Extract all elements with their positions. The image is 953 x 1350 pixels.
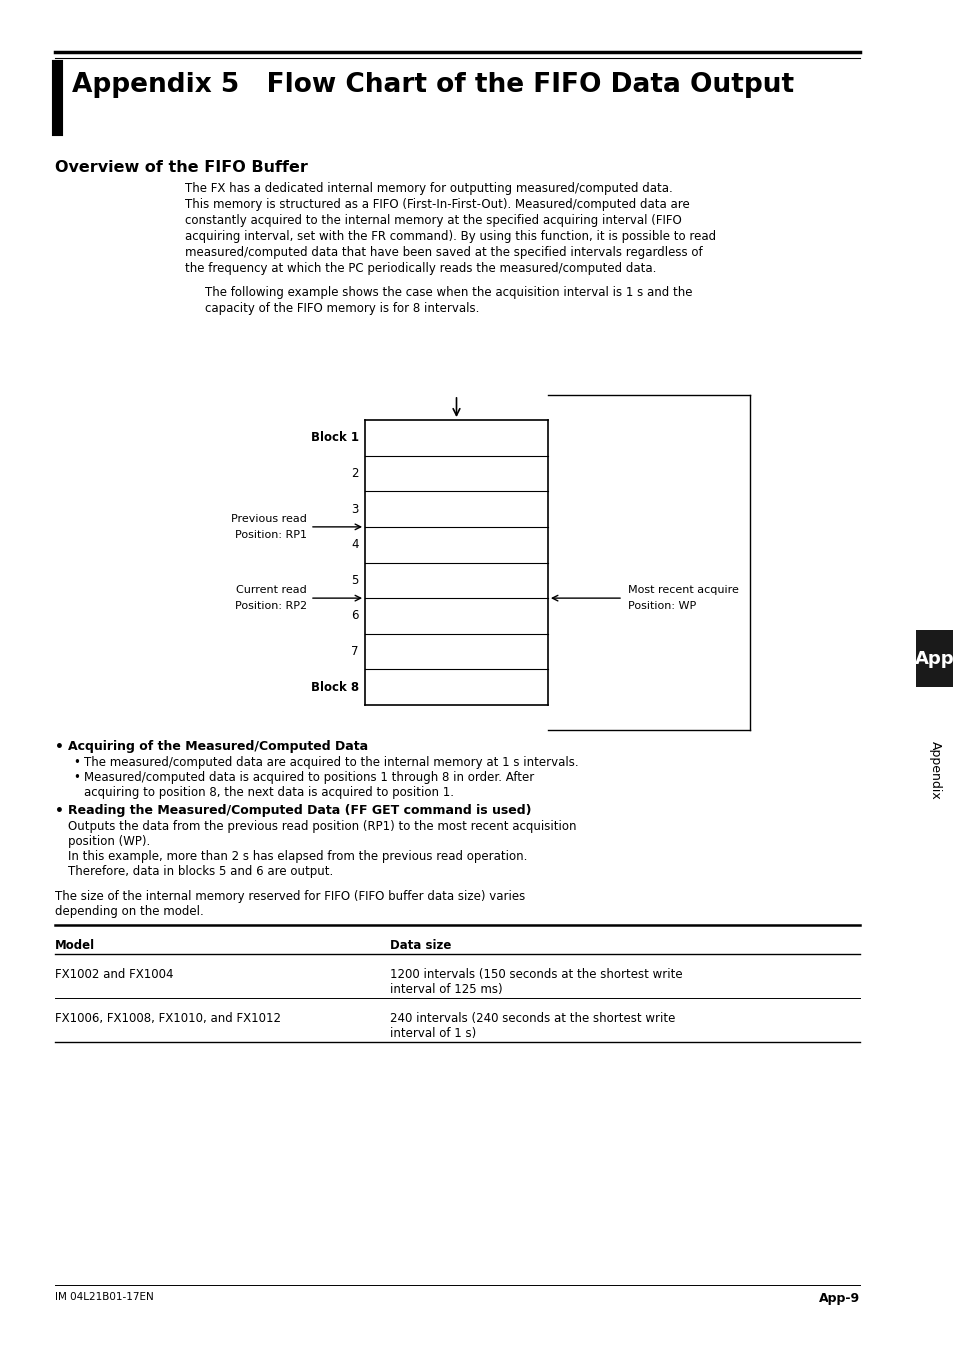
Text: In this example, more than 2 s has elapsed from the previous read operation.: In this example, more than 2 s has elaps… — [68, 850, 527, 863]
Text: Previous read: Previous read — [231, 514, 307, 524]
Text: measured/computed data that have been saved at the specified intervals regardles: measured/computed data that have been sa… — [185, 246, 702, 259]
Text: This memory is structured as a FIFO (First-In-First-Out). Measured/computed data: This memory is structured as a FIFO (Fir… — [185, 198, 689, 211]
Text: Current read: Current read — [236, 585, 307, 595]
Text: Position: RP1: Position: RP1 — [234, 531, 307, 540]
Bar — [915, 630, 953, 687]
Text: acquiring interval, set with the FR command). By using this function, it is poss: acquiring interval, set with the FR comm… — [185, 230, 716, 243]
Text: interval of 1 s): interval of 1 s) — [390, 1027, 476, 1040]
Text: Position: RP2: Position: RP2 — [234, 601, 307, 612]
Text: The FX has a dedicated internal memory for outputting measured/computed data.: The FX has a dedicated internal memory f… — [185, 182, 672, 194]
Text: Data size: Data size — [390, 940, 451, 952]
Text: FX1002 and FX1004: FX1002 and FX1004 — [55, 968, 173, 981]
Text: Therefore, data in blocks 5 and 6 are output.: Therefore, data in blocks 5 and 6 are ou… — [68, 865, 333, 878]
Text: The size of the internal memory reserved for FIFO (FIFO buffer data size) varies: The size of the internal memory reserved… — [55, 890, 525, 903]
Text: Measured/computed data is acquired to positions 1 through 8 in order. After: Measured/computed data is acquired to po… — [84, 771, 534, 784]
Text: •: • — [73, 756, 80, 770]
Text: Block 1: Block 1 — [311, 431, 358, 444]
Text: capacity of the FIFO memory is for 8 intervals.: capacity of the FIFO memory is for 8 int… — [205, 302, 478, 315]
Text: Reading the Measured/Computed Data (FF GET command is used): Reading the Measured/Computed Data (FF G… — [68, 805, 531, 817]
Text: •: • — [55, 805, 64, 818]
Text: Acquiring of the Measured/Computed Data: Acquiring of the Measured/Computed Data — [68, 740, 368, 753]
Text: constantly acquired to the internal memory at the specified acquiring interval (: constantly acquired to the internal memo… — [185, 215, 681, 227]
Text: App-9: App-9 — [818, 1292, 859, 1305]
Text: interval of 125 ms): interval of 125 ms) — [390, 983, 502, 996]
Text: The following example shows the case when the acquisition interval is 1 s and th: The following example shows the case whe… — [205, 286, 692, 298]
Text: Position: WP: Position: WP — [627, 601, 696, 612]
Text: Most recent acquire: Most recent acquire — [627, 585, 739, 595]
Text: FX1006, FX1008, FX1010, and FX1012: FX1006, FX1008, FX1010, and FX1012 — [55, 1012, 281, 1025]
Text: 1200 intervals (150 seconds at the shortest write: 1200 intervals (150 seconds at the short… — [390, 968, 682, 981]
Text: Outputs the data from the previous read position (RP1) to the most recent acquis: Outputs the data from the previous read … — [68, 819, 576, 833]
Text: The measured/computed data are acquired to the internal memory at 1 s intervals.: The measured/computed data are acquired … — [84, 756, 578, 770]
Text: the frequency at which the PC periodically reads the measured/computed data.: the frequency at which the PC periodical… — [185, 262, 656, 275]
Text: 5: 5 — [352, 574, 358, 587]
Text: 6: 6 — [351, 609, 358, 622]
Text: Model: Model — [55, 940, 95, 952]
Text: 2: 2 — [351, 467, 358, 481]
Text: 4: 4 — [351, 539, 358, 551]
Text: 3: 3 — [352, 502, 358, 516]
Text: Block 8: Block 8 — [311, 680, 358, 694]
Text: •: • — [73, 771, 80, 784]
Text: position (WP).: position (WP). — [68, 836, 150, 848]
Text: depending on the model.: depending on the model. — [55, 904, 204, 918]
Text: Overview of the FIFO Buffer: Overview of the FIFO Buffer — [55, 161, 308, 176]
Text: Appendix: Appendix — [927, 741, 941, 799]
Text: 240 intervals (240 seconds at the shortest write: 240 intervals (240 seconds at the shorte… — [390, 1012, 675, 1025]
Text: 7: 7 — [351, 645, 358, 657]
Text: Appendix 5   Flow Chart of the FIFO Data Output: Appendix 5 Flow Chart of the FIFO Data O… — [71, 72, 793, 99]
Text: acquiring to position 8, the next data is acquired to position 1.: acquiring to position 8, the next data i… — [84, 786, 454, 799]
Text: App: App — [914, 649, 953, 667]
Text: •: • — [55, 740, 64, 755]
Text: IM 04L21B01-17EN: IM 04L21B01-17EN — [55, 1292, 153, 1301]
